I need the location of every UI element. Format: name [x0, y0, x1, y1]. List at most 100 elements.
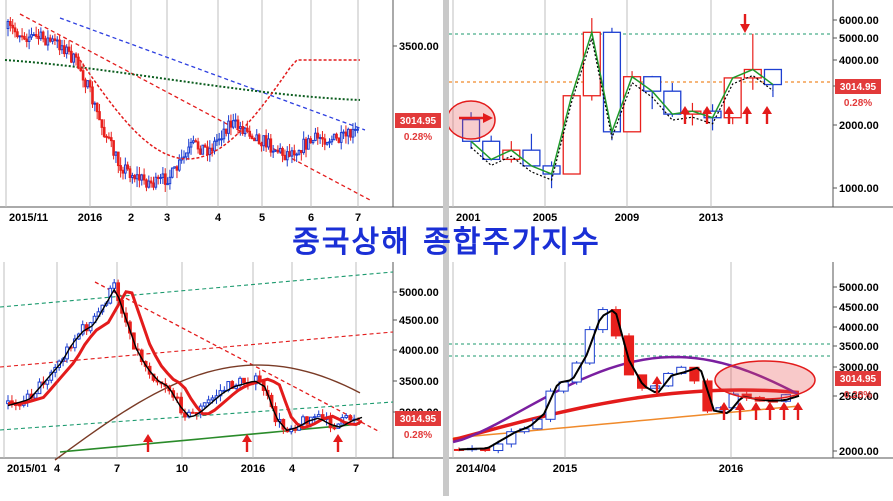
candle-body — [62, 45, 66, 55]
x-tick-label: 10 — [176, 463, 188, 475]
candle-body — [65, 46, 68, 55]
candle-body — [250, 135, 254, 139]
candle-body — [285, 151, 289, 161]
candle-body — [297, 149, 301, 155]
candle-body — [295, 153, 298, 156]
candle-body — [316, 132, 320, 139]
candle-body — [41, 31, 45, 40]
candle-body — [187, 146, 191, 154]
moving-average-black — [7, 288, 363, 432]
candle-body — [121, 169, 125, 174]
y-tick-label: 4000.00 — [839, 55, 879, 67]
candle-body — [349, 128, 352, 138]
candle-body — [39, 31, 43, 40]
candle-body — [156, 176, 160, 179]
candle-body — [643, 76, 662, 92]
x-tick-label: 2001 — [456, 212, 480, 224]
change-label: 0.28% — [404, 132, 432, 143]
candle-body — [168, 176, 172, 185]
candle-body — [206, 399, 211, 404]
candle-body — [18, 35, 22, 38]
candle-body — [278, 147, 282, 153]
up-arrow-head — [680, 106, 690, 114]
candle-body — [348, 415, 353, 421]
price-label-box — [395, 411, 441, 426]
up-arrow-head — [751, 402, 761, 410]
x-tick-label: 4 — [215, 212, 222, 224]
candle-body — [328, 141, 331, 144]
y-tick-label: 5000.00 — [399, 287, 439, 299]
up-arrow-head — [735, 402, 745, 410]
candle-body — [312, 416, 317, 419]
price-label: 3014.95 — [840, 374, 877, 385]
candle-body — [105, 135, 108, 138]
candle-body — [264, 135, 268, 148]
candle-body — [234, 119, 237, 122]
candle-body — [325, 141, 329, 145]
candle-body — [37, 35, 40, 40]
candle-body — [337, 137, 341, 143]
candle-body — [70, 50, 73, 63]
candle-body — [241, 126, 244, 134]
candle-body — [32, 34, 36, 37]
candle-body — [267, 138, 270, 148]
x-tick-label: 4 — [289, 463, 296, 475]
price-label: 3014.95 — [840, 82, 877, 93]
chart-daily: 2015/11 2016 2 3 4 5 6 7 3500.00 3014.95 0.28% — [0, 0, 443, 227]
candle-body — [131, 175, 134, 179]
candle-body — [623, 335, 635, 376]
candle-body — [332, 427, 337, 430]
candle-body — [351, 128, 355, 138]
up-arrow-head — [652, 376, 662, 384]
candle-body — [145, 179, 148, 188]
x-tick-label: 2015/01 — [7, 463, 47, 475]
candle-body — [276, 149, 280, 153]
x-tick-label: 2016 — [719, 463, 743, 475]
candle-body — [86, 80, 90, 88]
candle-body — [124, 164, 127, 174]
candle-body — [281, 147, 284, 156]
moving-average-red — [79, 59, 360, 160]
candle-body — [203, 144, 207, 148]
up-arrow-head — [793, 402, 803, 410]
candle-body — [11, 24, 15, 29]
candle-body — [140, 174, 144, 181]
candle-body — [147, 180, 151, 188]
y-tick-label: 4500.00 — [839, 302, 879, 314]
candle-body — [67, 46, 71, 52]
candle-body — [229, 120, 233, 128]
candle-body — [283, 154, 287, 161]
channel-upper — [0, 331, 394, 368]
x-tick-label: 2015/11 — [9, 212, 48, 224]
x-tick-label: 2005 — [533, 212, 557, 224]
candle-body — [45, 379, 50, 385]
candle-body — [27, 36, 31, 42]
right-arrow-head — [483, 113, 493, 123]
x-tick-label: 2016 — [78, 212, 102, 224]
candle-body — [271, 150, 275, 153]
candle-body — [339, 132, 343, 143]
candle-body — [208, 147, 212, 156]
up-arrow-head — [765, 402, 775, 410]
x-tick-label: 4 — [54, 463, 61, 475]
candle-body — [248, 130, 252, 137]
candle-body — [196, 141, 200, 150]
candle-body — [199, 148, 202, 155]
moving-average-black — [470, 35, 774, 181]
candle-body — [300, 149, 303, 154]
page-title: 중국상해 종합주가지수 — [292, 225, 601, 260]
candle-body — [142, 174, 146, 181]
x-tick-label: 2015 — [553, 463, 577, 475]
candle-body — [9, 21, 12, 26]
candle-body — [206, 146, 209, 156]
price-label: 3014.95 — [400, 116, 437, 127]
candle-body — [192, 140, 195, 143]
candle-body — [33, 393, 38, 399]
candle-body — [314, 132, 317, 141]
chart-weekly: 2015/01 4 7 10 2016 4 7 5000.00 4500.00 4000.00 35… — [0, 262, 443, 496]
candle-body — [163, 173, 167, 185]
moving-average-brown — [54, 364, 361, 461]
up-arrow-head — [143, 434, 153, 442]
x-tick-label: 2 — [128, 212, 134, 224]
candle-body — [307, 138, 310, 150]
